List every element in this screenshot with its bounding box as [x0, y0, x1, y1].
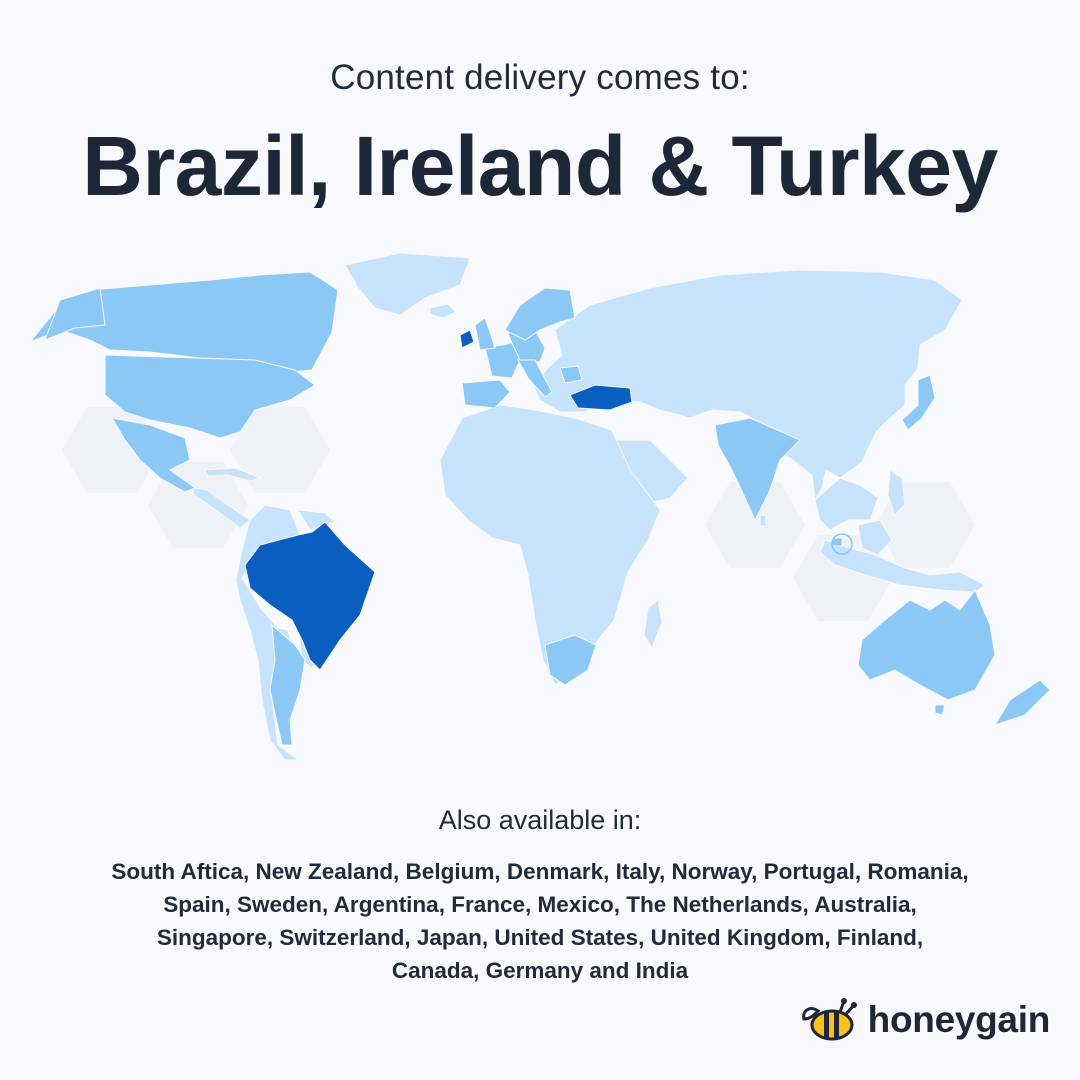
available-countries [28, 271, 1051, 746]
borneo [857, 519, 893, 556]
brand-logo: honeygain [800, 992, 1050, 1048]
south-america-east [297, 509, 336, 531]
singapore-marker [831, 533, 853, 555]
australia [857, 589, 996, 701]
country-list-line: Singapore, Switzerland, Japan, United St… [156, 925, 924, 950]
alaska [44, 287, 106, 341]
country-list-line: Canada, Germany and India [391, 958, 689, 983]
new-zealand [993, 679, 1051, 726]
turkey [569, 384, 633, 411]
india [714, 417, 801, 522]
greenland [344, 252, 471, 316]
japan [901, 374, 936, 431]
portugal-spain [461, 379, 511, 409]
italy-switzerland [517, 359, 553, 398]
canada [28, 271, 339, 373]
brand-name: honeygain [867, 999, 1051, 1040]
country-list-line: South Aftica, New Zealand, Belgium, Denm… [111, 859, 969, 884]
mexico [111, 417, 197, 493]
sri-lanka [759, 514, 767, 527]
bee-icon [801, 998, 857, 1041]
hexagon [705, 482, 805, 568]
scandinavia [504, 287, 576, 341]
subtitle: Content delivery comes to: [330, 58, 750, 97]
also-available-label: Also available in: [438, 805, 642, 835]
eurasia [532, 269, 963, 502]
uk [474, 317, 496, 351]
argentina [269, 623, 306, 746]
background-hexagons [62, 407, 975, 621]
iceland [429, 303, 457, 319]
country-list: South Aftica, New Zealand, Belgium, Denm… [40, 855, 1040, 987]
caribbean [204, 467, 262, 482]
philippines [887, 469, 906, 516]
indonesia [819, 539, 986, 593]
france [484, 342, 521, 379]
south-africa [544, 634, 597, 686]
new-countries [244, 329, 633, 671]
central-america [191, 486, 251, 529]
southeast-asia [814, 477, 879, 531]
tasmania [934, 704, 946, 716]
united-states [104, 354, 316, 439]
hexagon [230, 407, 330, 493]
world-map [28, 252, 1051, 761]
romania [559, 365, 583, 384]
ireland [459, 329, 475, 349]
madagascar [643, 599, 663, 650]
headline: Brazil, Ireland & Turkey [82, 119, 998, 213]
brazil [244, 521, 376, 671]
country-list-line: Spain, Sweden, Argentina, France, Mexico… [163, 892, 917, 917]
